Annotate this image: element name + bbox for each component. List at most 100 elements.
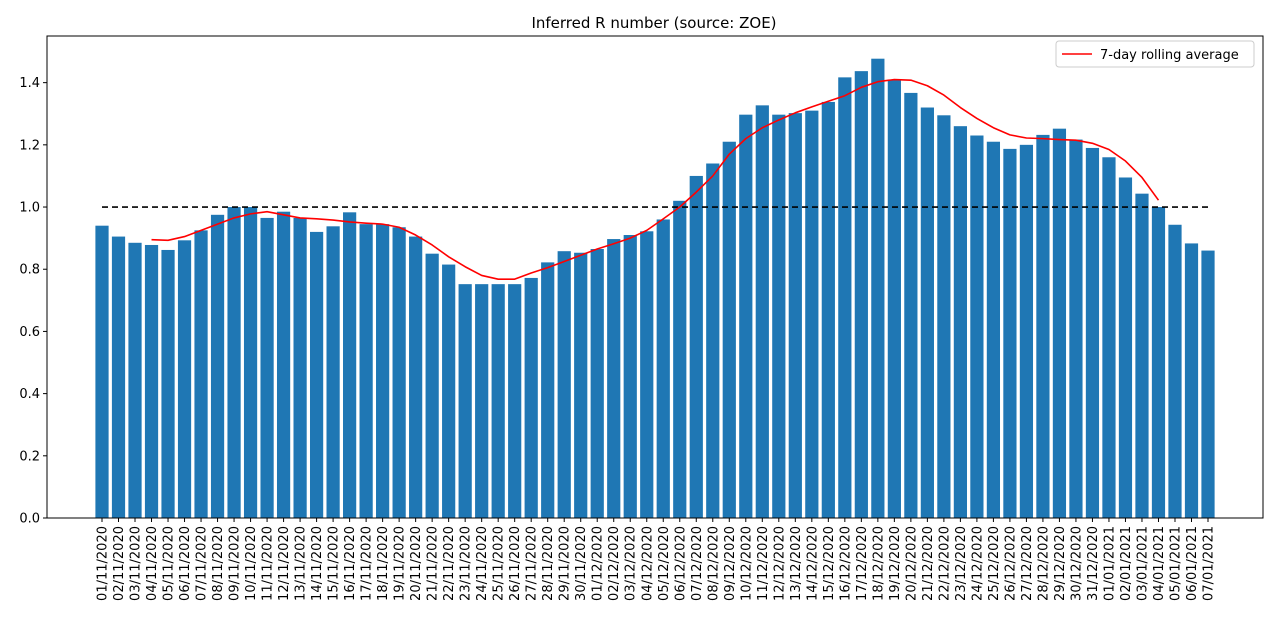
x-tick-label: 10/12/2020: [739, 526, 754, 601]
bar-22-11-2020: [442, 264, 456, 518]
x-tick-label: 24/12/2020: [970, 526, 985, 601]
x-tick-label: 05/11/2020: [162, 526, 177, 601]
x-tick-label: 25/11/2020: [492, 526, 507, 601]
x-tick-label: 02/01/2021: [1119, 526, 1134, 601]
x-tick-label: 23/12/2020: [954, 526, 969, 601]
bar-27-11-2020: [524, 277, 538, 518]
bar-03-11-2020: [128, 242, 142, 519]
bar-03-01-2021: [1135, 193, 1149, 518]
bar-09-12-2020: [722, 141, 736, 519]
y-tick-label: 1.0: [19, 201, 40, 216]
x-tick-label: 15/11/2020: [327, 526, 342, 601]
legend-label-rolling-average: 7-day rolling average: [1100, 48, 1239, 63]
bar-12-12-2020: [772, 114, 786, 519]
x-tick-label: 02/12/2020: [607, 526, 622, 601]
x-tick-label: 16/11/2020: [343, 526, 358, 601]
bar-02-11-2020: [111, 236, 126, 518]
bar-16-12-2020: [838, 77, 852, 519]
bar-28-12-2020: [1036, 134, 1050, 518]
bar-06-01-2021: [1184, 243, 1199, 519]
x-tick-label: 26/11/2020: [508, 526, 523, 601]
bar-24-12-2020: [970, 135, 984, 518]
bar-27-12-2020: [1019, 144, 1034, 518]
axes-layer: 0.0 0.2 0.4 0.6 0.8 1.0 1.2 1.4 01/11/2020 02/11/…: [19, 35, 1264, 601]
rolling-average-layer: [151, 78, 1160, 280]
bar-05-11-2020: [161, 249, 175, 518]
bar-13-12-2020: [788, 113, 802, 519]
x-tick-label: 06/12/2020: [673, 526, 688, 601]
x-tick-label: 22/11/2020: [442, 526, 457, 601]
bar-08-12-2020: [706, 163, 720, 518]
bar-17-11-2020: [359, 224, 373, 518]
x-tick-label: 29/12/2020: [1053, 526, 1068, 601]
x-tick-label: 22/12/2020: [937, 526, 952, 601]
bar-01-01-2021: [1102, 157, 1116, 518]
bar-28-11-2020: [541, 262, 555, 518]
x-tick-label: 14/11/2020: [310, 526, 325, 601]
x-tick-label: 11/11/2020: [261, 526, 276, 601]
bar-25-12-2020: [986, 141, 1001, 519]
bar-18-12-2020: [871, 58, 885, 518]
x-tick-label: 19/11/2020: [393, 526, 408, 601]
x-tick-label: 13/12/2020: [789, 526, 804, 601]
bar-15-11-2020: [326, 226, 340, 518]
bar-29-12-2020: [1052, 128, 1067, 519]
x-tick-label: 16/12/2020: [838, 526, 853, 601]
x-tick-label: 26/12/2020: [1003, 526, 1018, 601]
x-tick-label: 30/12/2020: [1069, 526, 1084, 601]
bar-22-12-2020: [937, 115, 951, 519]
bar-03-12-2020: [623, 235, 637, 518]
x-tick-label: 24/11/2020: [475, 526, 490, 601]
x-tick-label: 03/01/2021: [1135, 526, 1150, 601]
bar-06-12-2020: [673, 200, 687, 518]
x-tick-label: 17/11/2020: [360, 526, 375, 601]
x-tick-label: 31/12/2020: [1086, 526, 1101, 601]
x-tick-label: 13/11/2020: [294, 526, 309, 601]
bar-09-11-2020: [227, 207, 241, 518]
bar-02-01-2021: [1118, 177, 1133, 519]
bar-14-11-2020: [309, 231, 324, 518]
bar-11-11-2020: [260, 217, 274, 519]
x-tick-label: 25/12/2020: [987, 526, 1002, 601]
bar-30-12-2020: [1069, 139, 1083, 519]
x-tick-label: 07/01/2021: [1202, 526, 1217, 601]
bar-16-11-2020: [343, 212, 357, 518]
x-tick-label: 09/12/2020: [723, 526, 738, 601]
y-tick-label: 0.0: [19, 512, 40, 527]
bar-23-12-2020: [953, 126, 967, 519]
bar-30-11-2020: [574, 252, 588, 519]
bar-17-12-2020: [854, 71, 868, 518]
x-tick-label: 07/11/2020: [195, 526, 210, 601]
x-tick-label: 05/12/2020: [657, 526, 672, 601]
bar-07-01-2021: [1201, 250, 1215, 518]
bar-08-11-2020: [210, 214, 225, 518]
x-tick-label: 18/12/2020: [871, 526, 886, 601]
x-tick-label: 21/11/2020: [426, 526, 441, 601]
bar-02-12-2020: [607, 239, 621, 518]
x-tick-label: 05/01/2021: [1168, 526, 1183, 601]
bar-15-12-2020: [821, 101, 835, 519]
x-tick-label: 07/12/2020: [690, 526, 705, 601]
y-tick-label: 0.6: [19, 325, 40, 340]
bar-07-12-2020: [689, 175, 703, 518]
bar-21-11-2020: [425, 253, 439, 518]
x-tick-label: 08/12/2020: [706, 526, 721, 601]
bar-26-11-2020: [508, 284, 522, 518]
bar-13-11-2020: [293, 217, 307, 519]
bar-14-12-2020: [805, 110, 819, 518]
bar-11-12-2020: [755, 105, 769, 518]
x-tick-label: 02/11/2020: [112, 526, 127, 601]
x-tick-label: 17/12/2020: [855, 526, 870, 601]
x-tick-label: 12/11/2020: [277, 526, 292, 601]
x-tick-label: 04/01/2021: [1152, 526, 1167, 601]
x-tick-label: 15/12/2020: [822, 526, 837, 601]
y-tick-label: 0.2: [19, 449, 40, 464]
x-tick-label: 03/11/2020: [129, 526, 144, 601]
bar-06-11-2020: [177, 240, 192, 518]
x-tick-label: 01/12/2020: [591, 526, 606, 601]
x-tick-label: 01/11/2020: [96, 526, 111, 601]
bar-10-11-2020: [243, 207, 258, 518]
bar-25-11-2020: [491, 284, 505, 518]
bar-20-12-2020: [904, 92, 918, 518]
